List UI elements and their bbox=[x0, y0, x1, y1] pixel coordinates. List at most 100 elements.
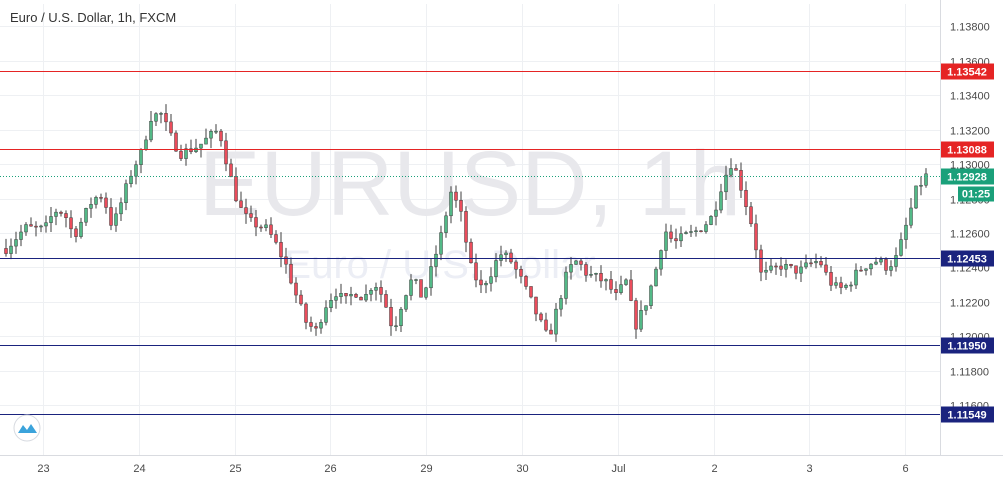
time-tick-label: 29 bbox=[420, 463, 432, 475]
candle-body bbox=[439, 232, 443, 255]
candle-body bbox=[559, 298, 563, 310]
candle-body bbox=[289, 263, 293, 284]
candle-body bbox=[574, 260, 578, 265]
candle-body bbox=[384, 294, 388, 308]
candle-body bbox=[79, 221, 83, 237]
candle-body bbox=[774, 265, 778, 268]
candle-body bbox=[479, 279, 483, 286]
candle-body bbox=[589, 274, 593, 276]
resistance-level-badge-label: 1.13542 bbox=[947, 67, 987, 79]
candle-body bbox=[624, 279, 628, 285]
candle-body bbox=[639, 310, 643, 330]
horizontal-levels[interactable] bbox=[0, 71, 940, 415]
candle-body bbox=[134, 164, 138, 177]
candle-body bbox=[419, 279, 423, 298]
candle-body bbox=[849, 284, 853, 287]
chart-title: Euro / U.S. Dollar, 1h, FXCM bbox=[10, 10, 176, 25]
candle-body bbox=[184, 148, 188, 159]
candle-body bbox=[464, 211, 468, 243]
candle-body bbox=[484, 283, 488, 286]
candle-body bbox=[374, 287, 378, 291]
candle-body bbox=[524, 276, 528, 287]
candle-body bbox=[469, 241, 473, 264]
price-tick-label: 1.13200 bbox=[950, 126, 990, 138]
candle-body bbox=[874, 261, 878, 265]
candle-body bbox=[474, 262, 478, 281]
candle-body bbox=[914, 185, 918, 209]
candle-body bbox=[634, 300, 638, 330]
candle-body bbox=[599, 272, 603, 282]
candle-body bbox=[234, 176, 238, 202]
candle-body bbox=[924, 173, 928, 186]
candle-body bbox=[29, 224, 33, 227]
candle-body bbox=[749, 206, 753, 225]
candle-body bbox=[379, 287, 383, 295]
candle-body bbox=[349, 294, 353, 297]
candle-body bbox=[149, 120, 153, 141]
candle-body bbox=[489, 276, 493, 284]
candle-body bbox=[789, 264, 793, 267]
resistance-level-badge-label: 1.13088 bbox=[947, 145, 987, 157]
candle-body bbox=[564, 271, 568, 299]
price-tick-label: 1.12600 bbox=[950, 229, 990, 241]
candle-body bbox=[629, 279, 633, 301]
candle-body bbox=[209, 131, 213, 139]
price-tick-label: 1.11800 bbox=[950, 367, 989, 379]
candle-body bbox=[644, 305, 648, 311]
candle-body bbox=[814, 261, 818, 264]
candle-body bbox=[9, 245, 13, 254]
candle-body bbox=[414, 279, 418, 281]
candle-body bbox=[529, 286, 533, 298]
candle-body bbox=[504, 252, 508, 256]
candle-body bbox=[794, 265, 798, 274]
candle-body bbox=[224, 140, 228, 165]
time-tick-label: 23 bbox=[37, 463, 49, 475]
candle-body bbox=[119, 202, 123, 215]
time-axis[interactable]: 23 24 25 26 29 30 Jul 2 3 6 bbox=[37, 463, 908, 475]
resistance-level-badge bbox=[941, 141, 994, 158]
candle-body bbox=[769, 265, 773, 271]
candle-body bbox=[199, 143, 203, 149]
candle-body bbox=[4, 248, 8, 254]
candle-body bbox=[764, 269, 768, 273]
candle-body bbox=[654, 268, 658, 287]
candle-body bbox=[819, 261, 823, 266]
candle-body bbox=[219, 130, 223, 142]
candle-body bbox=[139, 149, 143, 165]
candle-body bbox=[894, 255, 898, 267]
candle-body bbox=[744, 190, 748, 207]
candle-body bbox=[889, 266, 893, 271]
candle-body bbox=[864, 268, 868, 271]
candle-body bbox=[159, 113, 163, 115]
candle-body bbox=[399, 308, 403, 327]
price-tick-label: 1.13400 bbox=[950, 91, 990, 103]
grid bbox=[0, 4, 940, 455]
candle-body bbox=[909, 207, 913, 226]
candle-body bbox=[649, 285, 653, 306]
tradingview-cloud-icon[interactable] bbox=[13, 414, 41, 442]
time-tick-label: 24 bbox=[133, 463, 145, 475]
candle-body bbox=[144, 139, 148, 150]
candle-body bbox=[879, 259, 883, 263]
support-level-badge-label: 1.11950 bbox=[947, 341, 986, 353]
candle-body bbox=[714, 209, 718, 217]
resistance-level-badge bbox=[941, 63, 994, 80]
candle-body bbox=[719, 191, 723, 211]
candle-body bbox=[424, 287, 428, 298]
candle-body bbox=[664, 231, 668, 251]
candle-body bbox=[84, 208, 88, 223]
time-tick-label: 6 bbox=[902, 463, 908, 475]
candle-body bbox=[689, 231, 693, 233]
time-tick-label: Jul bbox=[611, 463, 625, 475]
candle-body bbox=[249, 213, 253, 218]
candle-body bbox=[444, 215, 448, 233]
candle-body bbox=[174, 132, 178, 152]
support-level-badge-label: 1.11549 bbox=[947, 410, 986, 422]
candle-body bbox=[74, 228, 78, 237]
candle-body bbox=[499, 254, 503, 261]
candle-body bbox=[189, 148, 193, 152]
candle-body bbox=[449, 191, 453, 217]
candle-body bbox=[409, 279, 413, 296]
candle-body bbox=[839, 282, 843, 288]
